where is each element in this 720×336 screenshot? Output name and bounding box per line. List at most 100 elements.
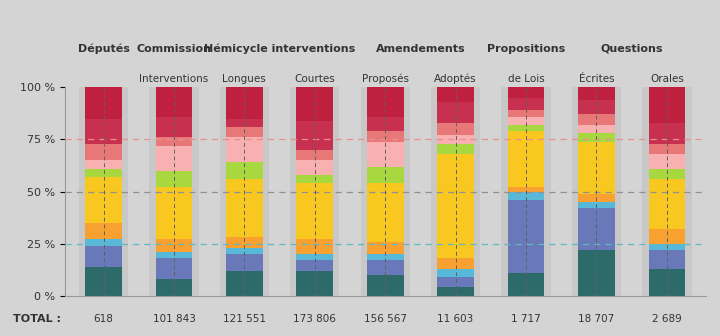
Text: 173 806: 173 806 bbox=[293, 314, 336, 324]
Bar bbox=[149, 87, 199, 296]
Bar bbox=[437, 87, 474, 102]
Bar bbox=[85, 246, 122, 266]
Text: 18 707: 18 707 bbox=[578, 314, 615, 324]
Text: Commission: Commission bbox=[137, 44, 212, 54]
Bar bbox=[297, 254, 333, 260]
Bar bbox=[85, 143, 122, 160]
Bar bbox=[85, 87, 122, 119]
Bar bbox=[85, 240, 122, 246]
Bar bbox=[226, 254, 263, 271]
Bar bbox=[156, 240, 192, 252]
Bar bbox=[572, 87, 621, 296]
Bar bbox=[85, 169, 122, 177]
Bar bbox=[297, 121, 333, 150]
Text: 121 551: 121 551 bbox=[223, 314, 266, 324]
Bar bbox=[226, 179, 263, 237]
Text: 2 689: 2 689 bbox=[652, 314, 682, 324]
Bar bbox=[437, 268, 474, 277]
Bar bbox=[156, 146, 192, 171]
Bar bbox=[508, 273, 544, 296]
Bar bbox=[508, 187, 544, 192]
Bar bbox=[361, 87, 410, 296]
Bar bbox=[578, 125, 615, 133]
Text: Proposés: Proposés bbox=[361, 74, 409, 84]
Bar bbox=[85, 119, 122, 143]
Bar bbox=[508, 117, 544, 125]
Bar bbox=[85, 160, 122, 169]
Bar bbox=[226, 248, 263, 254]
Bar bbox=[578, 133, 615, 141]
Bar bbox=[290, 87, 339, 296]
Bar bbox=[649, 244, 685, 250]
Bar bbox=[578, 250, 615, 296]
Bar bbox=[367, 167, 403, 183]
Bar bbox=[578, 141, 615, 194]
Bar bbox=[431, 87, 480, 296]
Text: Interventions: Interventions bbox=[140, 74, 209, 84]
Bar bbox=[501, 87, 551, 296]
Bar bbox=[578, 194, 615, 202]
Text: Longues: Longues bbox=[222, 74, 266, 84]
Bar bbox=[437, 143, 474, 154]
Bar bbox=[649, 154, 685, 169]
Bar bbox=[437, 277, 474, 287]
Bar bbox=[156, 258, 192, 279]
Bar bbox=[226, 237, 263, 248]
Bar bbox=[226, 162, 263, 179]
Bar bbox=[649, 179, 685, 229]
Text: 101 843: 101 843 bbox=[153, 314, 195, 324]
Bar bbox=[85, 223, 122, 240]
Bar bbox=[642, 87, 691, 296]
Bar bbox=[578, 208, 615, 250]
Bar bbox=[649, 143, 685, 154]
Text: Courtes: Courtes bbox=[294, 74, 335, 84]
Text: Orales: Orales bbox=[650, 74, 684, 84]
Text: Propositions: Propositions bbox=[487, 44, 565, 54]
Text: 1 717: 1 717 bbox=[511, 314, 541, 324]
Bar bbox=[156, 279, 192, 296]
Bar bbox=[367, 131, 403, 141]
Bar bbox=[649, 268, 685, 296]
Bar bbox=[578, 87, 615, 100]
Bar bbox=[437, 287, 474, 296]
Text: TOTAL :: TOTAL : bbox=[13, 314, 61, 324]
Bar bbox=[367, 183, 403, 242]
Bar bbox=[437, 123, 474, 135]
Text: Députés: Députés bbox=[78, 43, 130, 54]
Text: Amendements: Amendements bbox=[376, 44, 465, 54]
Bar bbox=[367, 242, 403, 254]
Bar bbox=[297, 160, 333, 175]
Bar bbox=[649, 169, 685, 179]
Bar bbox=[508, 192, 544, 200]
Bar bbox=[508, 131, 544, 187]
Bar bbox=[297, 240, 333, 254]
Bar bbox=[297, 150, 333, 160]
Text: 11 603: 11 603 bbox=[438, 314, 474, 324]
Bar bbox=[156, 87, 192, 117]
Bar bbox=[226, 127, 263, 137]
Bar bbox=[437, 154, 474, 258]
Bar bbox=[367, 117, 403, 131]
Bar bbox=[367, 260, 403, 275]
Bar bbox=[508, 110, 544, 117]
Text: 156 567: 156 567 bbox=[364, 314, 407, 324]
Bar bbox=[85, 177, 122, 223]
Bar bbox=[578, 202, 615, 208]
Bar bbox=[508, 98, 544, 110]
Bar bbox=[508, 87, 544, 98]
Text: de Lois: de Lois bbox=[508, 74, 544, 84]
Bar bbox=[297, 271, 333, 296]
Bar bbox=[85, 266, 122, 296]
Bar bbox=[226, 137, 263, 162]
Text: 618: 618 bbox=[94, 314, 114, 324]
Text: Adoptés: Adoptés bbox=[434, 74, 477, 84]
Bar bbox=[578, 100, 615, 115]
Bar bbox=[226, 87, 263, 119]
Bar bbox=[437, 135, 474, 143]
Bar bbox=[367, 275, 403, 296]
Bar bbox=[226, 271, 263, 296]
Bar bbox=[367, 141, 403, 167]
Bar bbox=[508, 125, 544, 131]
Bar bbox=[649, 87, 685, 123]
Bar bbox=[297, 175, 333, 183]
